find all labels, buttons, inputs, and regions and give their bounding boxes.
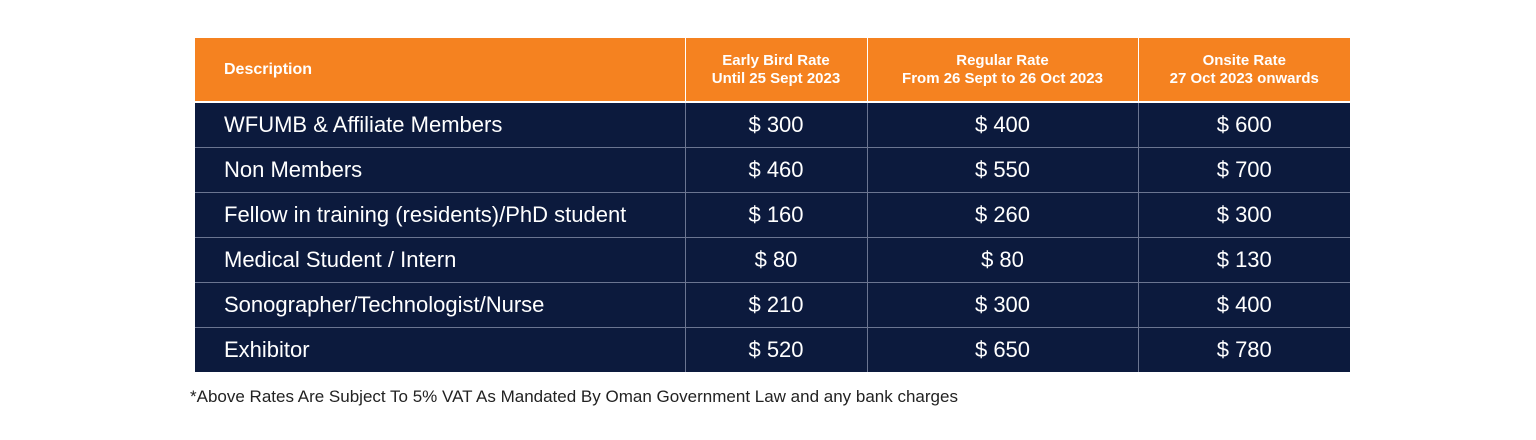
- onsite-price: $ 700: [1138, 147, 1350, 193]
- header-early-title: Early Bird Rate: [722, 51, 830, 69]
- header-early-period: Until 25 Sept 2023: [711, 69, 841, 87]
- regular-price: $ 550: [867, 147, 1139, 193]
- regular-price: $ 300: [867, 282, 1139, 328]
- onsite-price: $ 130: [1138, 237, 1350, 283]
- regular-price: $ 80: [867, 237, 1139, 283]
- table-row: Sonographer/Technologist/Nurse $ 210 $ 3…: [195, 282, 1350, 328]
- row-description: Fellow in training (residents)/PhD stude…: [195, 192, 686, 238]
- onsite-price: $ 600: [1138, 102, 1350, 148]
- header-description: Description: [195, 38, 686, 103]
- onsite-price: $ 400: [1138, 282, 1350, 328]
- vat-footnote: *Above Rates Are Subject To 5% VAT As Ma…: [190, 387, 958, 406]
- registration-rates-table: Description Early Bird Rate Until 25 Sep…: [195, 38, 1350, 372]
- table-row: Exhibitor $ 520 $ 650 $ 780: [195, 327, 1350, 372]
- onsite-price: $ 780: [1138, 327, 1350, 372]
- header-onsite-rate: Onsite Rate 27 Oct 2023 onwards: [1138, 38, 1350, 103]
- header-early-bird-rate: Early Bird Rate Until 25 Sept 2023: [685, 38, 868, 103]
- early-bird-price: $ 210: [685, 282, 868, 328]
- row-description: Non Members: [195, 147, 686, 193]
- header-onsite-title: Onsite Rate: [1202, 51, 1286, 69]
- regular-price: $ 650: [867, 327, 1139, 372]
- table-row: WFUMB & Affiliate Members $ 300 $ 400 $ …: [195, 102, 1350, 148]
- early-bird-price: $ 160: [685, 192, 868, 238]
- early-bird-price: $ 80: [685, 237, 868, 283]
- header-regular-period: From 26 Sept to 26 Oct 2023: [902, 69, 1103, 87]
- row-description: WFUMB & Affiliate Members: [195, 102, 686, 148]
- onsite-price: $ 300: [1138, 192, 1350, 238]
- row-description: Medical Student / Intern: [195, 237, 686, 283]
- early-bird-price: $ 520: [685, 327, 868, 372]
- regular-price: $ 260: [867, 192, 1139, 238]
- early-bird-price: $ 300: [685, 102, 868, 148]
- row-description: Sonographer/Technologist/Nurse: [195, 282, 686, 328]
- table-row: Medical Student / Intern $ 80 $ 80 $ 130: [195, 237, 1350, 283]
- table-row: Non Members $ 460 $ 550 $ 700: [195, 147, 1350, 193]
- early-bird-price: $ 460: [685, 147, 868, 193]
- header-row: Description Early Bird Rate Until 25 Sep…: [195, 38, 1350, 103]
- table-header: Description Early Bird Rate Until 25 Sep…: [195, 38, 1350, 103]
- row-description: Exhibitor: [195, 327, 686, 372]
- header-regular-title: Regular Rate: [956, 51, 1049, 69]
- header-regular-rate: Regular Rate From 26 Sept to 26 Oct 2023: [867, 38, 1139, 103]
- header-onsite-period: 27 Oct 2023 onwards: [1169, 69, 1319, 87]
- table-row: Fellow in training (residents)/PhD stude…: [195, 192, 1350, 238]
- regular-price: $ 400: [867, 102, 1139, 148]
- table-body: WFUMB & Affiliate Members $ 300 $ 400 $ …: [195, 102, 1350, 372]
